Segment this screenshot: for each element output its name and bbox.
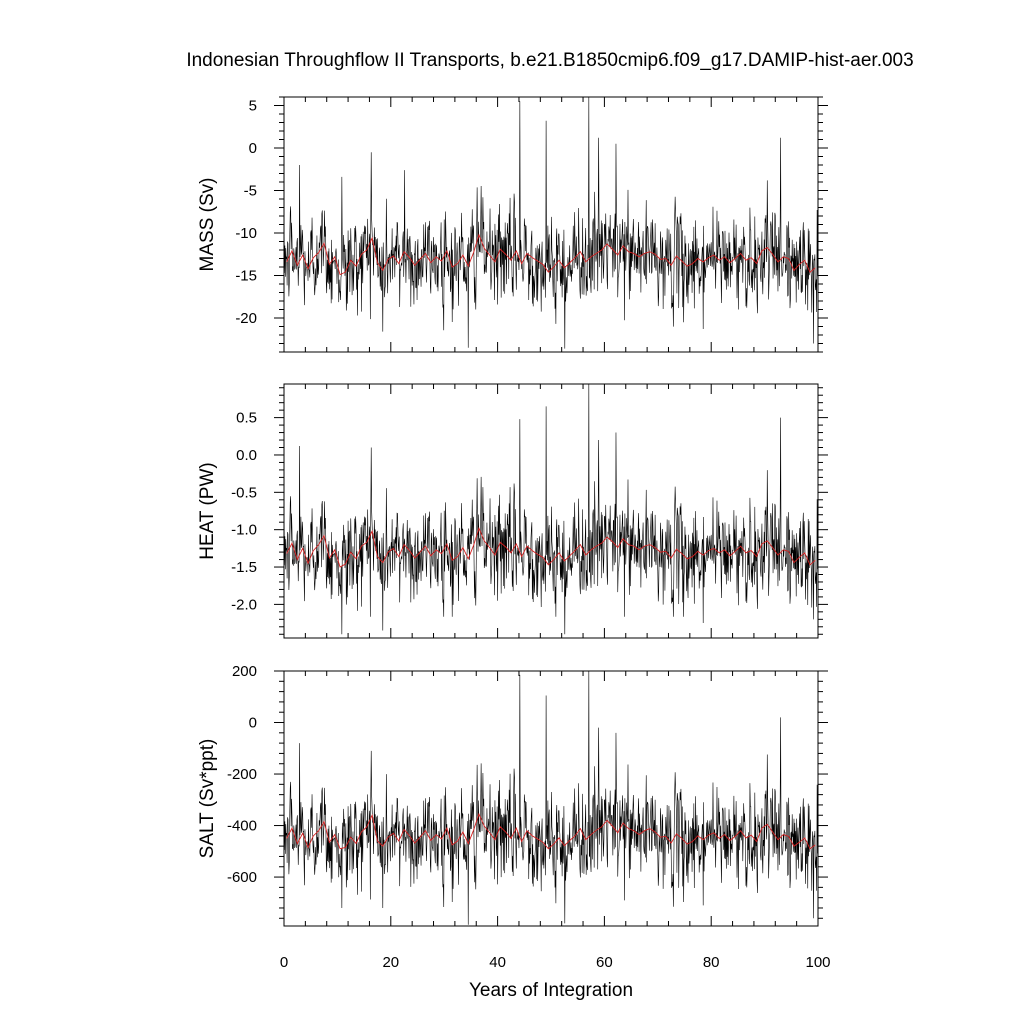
plot-frame <box>283 383 819 639</box>
y-axis-label: HEAT (PW) <box>197 462 218 559</box>
y-tick-label: 0 <box>249 140 257 157</box>
y-tick-label: 200 <box>232 663 257 680</box>
monthly-series-line <box>283 670 818 925</box>
y-tick-label: -400 <box>227 818 257 835</box>
x-tick-label: 60 <box>596 954 613 971</box>
x-tick-label: 0 <box>280 954 288 971</box>
monthly-series-line <box>283 383 818 635</box>
y-tick-label: -200 <box>227 766 257 783</box>
y-tick-label: -1.0 <box>231 522 257 539</box>
y-tick-label: -15 <box>235 268 257 285</box>
y-tick-label: 0 <box>249 715 257 732</box>
x-tick-label: 20 <box>382 954 399 971</box>
y-tick-label: -10 <box>235 225 257 242</box>
panel-1: 5 0 -5 -10 -15 -20 MASS (Sv) <box>197 96 828 353</box>
y-tick-label: 0.0 <box>236 447 257 464</box>
x-tick-label: 40 <box>489 954 506 971</box>
annual-mean-line <box>286 812 816 850</box>
panel-3: 200 0 -200 -400 -600 SALT (Sv*ppt) 0 20 40 60 80 10… <box>197 663 831 1001</box>
plot-frame <box>283 96 819 353</box>
panels-group: 5 0 -5 -10 -15 -20 MASS (Sv) 0.5 0.0 -0.5 -1.0 -1.5… <box>197 96 831 1001</box>
x-axis-label: Years of Integration <box>469 980 633 1001</box>
x-tick-label: 80 <box>703 954 720 971</box>
x-tick-label: 100 <box>805 954 830 971</box>
y-tick-label: -1.5 <box>231 559 257 576</box>
y-tick-label: -600 <box>227 869 257 886</box>
y-tick-label: -5 <box>244 183 257 200</box>
y-tick-label: -0.5 <box>231 484 257 501</box>
annual-mean-line <box>286 233 816 276</box>
y-tick-label: 5 <box>249 98 257 115</box>
y-tick-label: -20 <box>235 310 257 327</box>
y-tick-label: -2.0 <box>231 596 257 613</box>
plot-frame <box>283 670 819 927</box>
panel-2: 0.5 0.0 -0.5 -1.0 -1.5 -2.0 HEAT (PW) <box>197 383 828 639</box>
chart-title: Indonesian Throughflow II Transports, b.… <box>186 50 913 71</box>
y-axis-label: SALT (Sv*ppt) <box>197 739 218 859</box>
y-axis-label: MASS (Sv) <box>197 178 218 272</box>
monthly-series-line <box>283 96 818 349</box>
annual-mean-line <box>286 526 816 568</box>
y-tick-label: 0.5 <box>236 410 257 427</box>
